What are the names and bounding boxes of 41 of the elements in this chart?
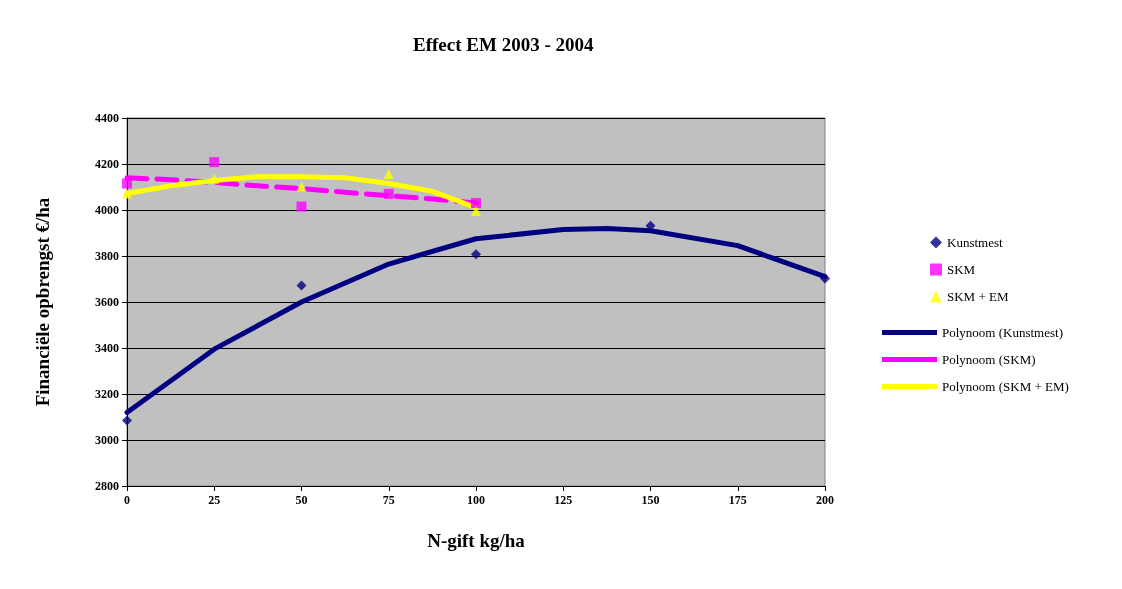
point	[296, 181, 307, 192]
point	[471, 205, 481, 216]
x-axis-title: N-gift kg/ha	[427, 530, 526, 551]
legend-label: SKM	[947, 262, 976, 277]
point	[383, 168, 394, 179]
x-tick-label: 75	[382, 493, 395, 507]
x-tick-label: 125	[554, 493, 573, 507]
point	[209, 157, 220, 168]
y-tick-label: 2800	[95, 479, 119, 493]
point	[122, 188, 132, 199]
x-tick-label: 100	[467, 493, 485, 507]
legend-label: Polynoom (SKM + EM)	[942, 379, 1069, 394]
point	[296, 201, 307, 212]
point	[471, 249, 481, 260]
point	[296, 280, 307, 291]
x-tick-label: 175	[728, 493, 747, 507]
y-tick-label: 4200	[95, 157, 119, 171]
point	[122, 178, 132, 189]
x-tick-label: 200	[816, 493, 834, 507]
x-tick-label: 0	[124, 493, 130, 507]
legend-label: Kunstmest	[947, 235, 1003, 250]
y-tick-label: 3800	[95, 249, 119, 263]
x-tick-label: 25	[208, 493, 221, 507]
x-tick-label: 50	[295, 493, 308, 507]
point	[209, 173, 220, 184]
y-tick-label: 3400	[95, 341, 119, 355]
y-tick-label: 3000	[95, 433, 119, 447]
point	[471, 198, 481, 209]
x-tick-label: 150	[641, 493, 660, 507]
legend-label: Polynoom (SKM)	[942, 352, 1036, 367]
y-tick-label: 3600	[95, 295, 119, 309]
y-tick-label: 4400	[95, 111, 119, 125]
chart-title: Effect EM 2003 - 2004	[413, 34, 594, 55]
point	[122, 415, 132, 426]
point	[383, 188, 394, 199]
y-tick-label: 3200	[95, 387, 119, 401]
y-tick-label: 4000	[95, 203, 119, 217]
legend-label: SKM + EM	[947, 289, 1009, 304]
legend-label: Polynoom (Kunstmest)	[942, 325, 1063, 340]
point	[820, 273, 830, 284]
y-axis-title: Financiële opbrengst €/ha	[32, 197, 53, 407]
